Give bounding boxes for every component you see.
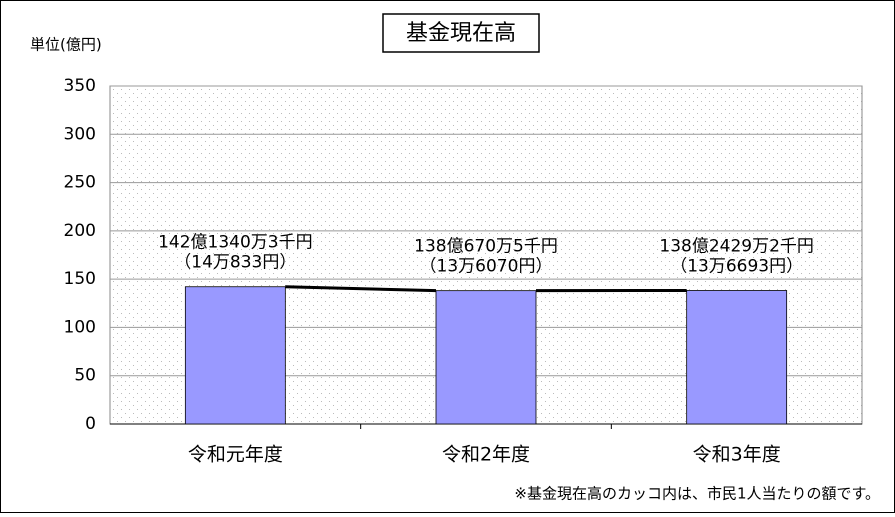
per-capita-label: （13万6070円） (420, 257, 553, 277)
chart-title: 基金現在高 (406, 21, 516, 46)
value-label: 138億670万5千円 (414, 237, 558, 257)
y-tick-label: 50 (74, 366, 96, 386)
x-tick-label: 令和2年度 (442, 444, 530, 466)
x-tick-label: 令和3年度 (693, 444, 781, 466)
y-tick-label: 0 (85, 414, 96, 434)
y-tick-label: 350 (64, 76, 96, 96)
y-axis-unit: 単位(億円) (30, 36, 102, 54)
x-tick-label: 令和元年度 (188, 444, 283, 466)
y-tick-label: 100 (64, 317, 96, 337)
footnote: ※基金現在高のカッコ内は、市民1人当たりの額です。 (514, 485, 880, 503)
y-tick-label: 250 (64, 173, 96, 193)
bar (185, 287, 285, 424)
y-tick-label: 150 (64, 269, 96, 289)
per-capita-label: （14万833円） (174, 253, 296, 273)
per-capita-label: （13万6693円） (670, 256, 803, 276)
value-label: 138億2429万2千円 (659, 236, 814, 256)
bar (436, 291, 536, 424)
y-tick-label: 200 (64, 221, 96, 241)
value-label: 142億1340万3千円 (158, 233, 313, 253)
y-tick-label: 300 (64, 124, 96, 144)
bar (687, 290, 787, 424)
